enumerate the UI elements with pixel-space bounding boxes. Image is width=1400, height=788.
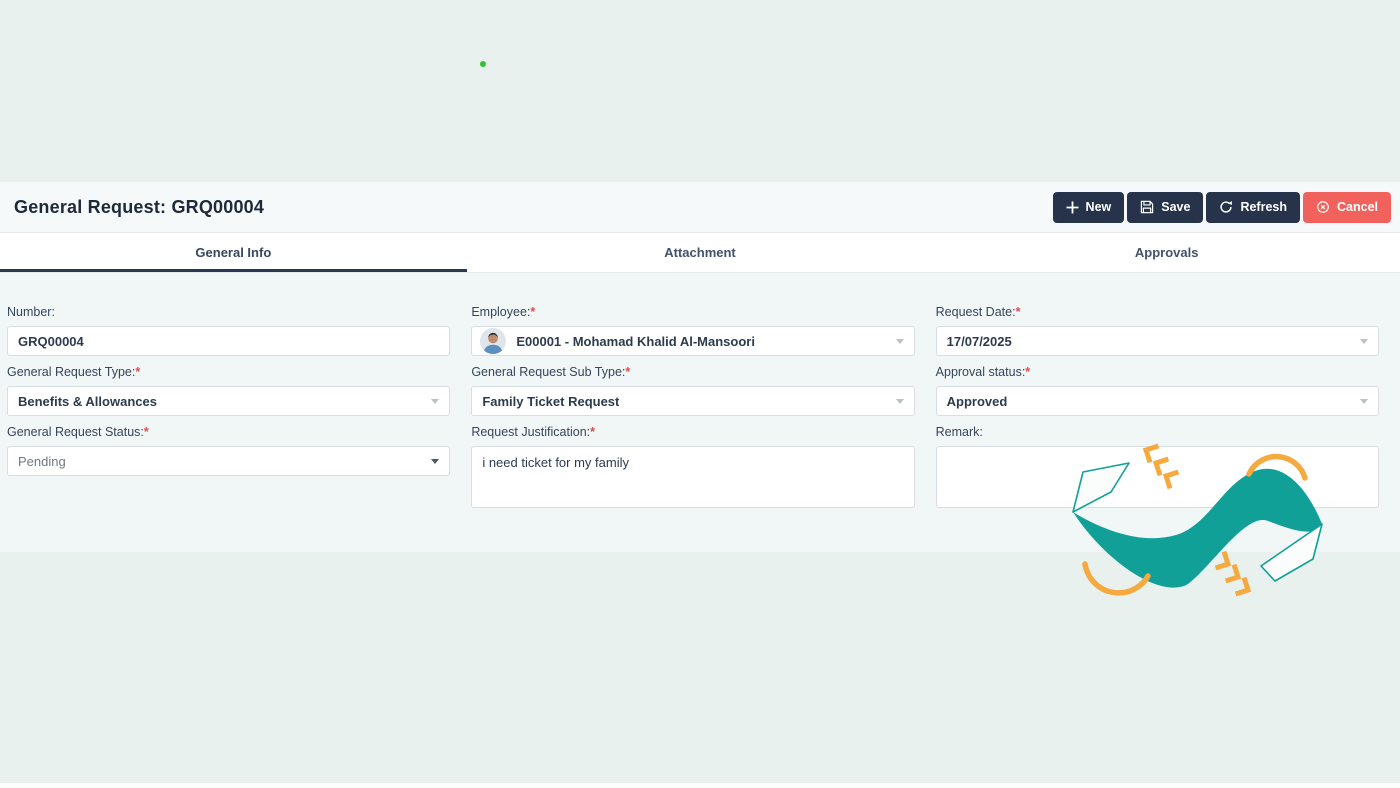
- page-title: General Request: GRQ00004: [14, 196, 265, 217]
- dropdown-arrow-icon: [431, 398, 440, 404]
- dropdown-arrow-icon: [1360, 398, 1368, 404]
- request-date-picker[interactable]: 17/07/2025: [935, 326, 1379, 356]
- dropdown-arrow-icon: [895, 338, 904, 344]
- employee-value: E00001 - Mohamad Khalid Al-Mansoori: [516, 333, 755, 349]
- field-general-request-status: General Request Status:* Pending: [7, 425, 451, 508]
- general-request-sub-type-label: General Request Sub Type:*: [471, 365, 631, 379]
- cancel-button-label: Cancel: [1337, 200, 1378, 214]
- general-request-status-value: Pending: [18, 453, 66, 469]
- field-number: Number:: [7, 305, 451, 356]
- general-request-type-select[interactable]: Benefits & Allowances: [7, 386, 451, 416]
- plus-icon: [1066, 201, 1079, 214]
- approval-status-select[interactable]: Approved: [935, 386, 1379, 416]
- remark-label: Remark:: [935, 425, 983, 439]
- dropdown-arrow-icon: [895, 398, 904, 404]
- request-date-label: Request Date:*: [935, 305, 1021, 319]
- employee-avatar: [480, 328, 507, 354]
- field-general-request-sub-type: General Request Sub Type:* Family Ticket…: [471, 365, 915, 416]
- new-button-label: New: [1085, 200, 1112, 214]
- general-request-type-label: General Request Type:*: [7, 365, 141, 379]
- tab-attachment[interactable]: Attachment: [467, 233, 934, 272]
- general-request-status-select[interactable]: Pending: [7, 446, 451, 476]
- field-remark: Remark:: [935, 425, 1379, 508]
- cancel-circle-icon: [1316, 200, 1330, 214]
- new-button[interactable]: New: [1052, 191, 1125, 223]
- save-icon: [1140, 200, 1154, 214]
- swoosh-chevrons-down: [1214, 550, 1252, 597]
- general-info-form: Number: Employee:* E00001 - Mohamad Khal…: [0, 273, 1400, 552]
- refresh-button-label: Refresh: [1240, 200, 1287, 214]
- general-request-type-value: Benefits & Allowances: [18, 393, 157, 409]
- tab-general-info[interactable]: General Info: [0, 233, 467, 272]
- general-request-status-label: General Request Status:*: [7, 425, 149, 439]
- request-justification-textarea[interactable]: i need ticket for my family: [471, 446, 915, 508]
- general-request-sub-type-value: Family Ticket Request: [482, 393, 620, 409]
- number-input[interactable]: [7, 326, 451, 356]
- general-request-sub-type-select[interactable]: Family Ticket Request: [471, 386, 915, 416]
- employee-label: Employee:*: [471, 305, 536, 319]
- employee-select[interactable]: E00001 - Mohamad Khalid Al-Mansoori: [471, 326, 915, 356]
- tab-bar: General Info Attachment Approvals: [0, 233, 1400, 273]
- cancel-button[interactable]: Cancel: [1303, 191, 1391, 223]
- request-date-value: 17/07/2025: [946, 333, 1012, 349]
- dropdown-arrow-icon: [1360, 338, 1368, 344]
- tab-general-info-label: General Info: [195, 245, 272, 260]
- general-request-panel: General Request: GRQ00004 New Save: [0, 182, 1400, 552]
- field-general-request-type: General Request Type:* Benefits & Allowa…: [7, 365, 451, 416]
- approval-status-label: Approval status:*: [935, 365, 1031, 379]
- approval-status-value: Approved: [946, 393, 1008, 409]
- dropdown-arrow-icon: [431, 458, 440, 464]
- tab-approvals-label: Approvals: [1134, 245, 1199, 260]
- tab-approvals[interactable]: Approvals: [933, 233, 1400, 272]
- field-request-date: Request Date:* 17/07/2025: [935, 305, 1379, 356]
- panel-header: General Request: GRQ00004 New Save: [0, 182, 1400, 233]
- field-employee: Employee:* E00001 - Mohamad Khalid Al-Ma…: [471, 305, 915, 356]
- request-justification-label: Request Justification:*: [471, 425, 596, 439]
- save-button-label: Save: [1161, 200, 1191, 214]
- swoosh-arc-bottom: [1082, 561, 1151, 596]
- bottom-bar: [0, 783, 1400, 788]
- toolbar: New Save: [1052, 191, 1391, 223]
- remark-textarea[interactable]: [935, 446, 1379, 508]
- refresh-icon: [1219, 200, 1233, 214]
- green-status-dot: [480, 61, 486, 67]
- save-button[interactable]: Save: [1127, 191, 1204, 223]
- number-label: Number:: [7, 305, 55, 319]
- tab-attachment-label: Attachment: [664, 245, 736, 260]
- field-request-justification: Request Justification:* i need ticket fo…: [471, 425, 915, 508]
- refresh-button[interactable]: Refresh: [1206, 191, 1300, 223]
- field-approval-status: Approval status:* Approved: [935, 365, 1379, 416]
